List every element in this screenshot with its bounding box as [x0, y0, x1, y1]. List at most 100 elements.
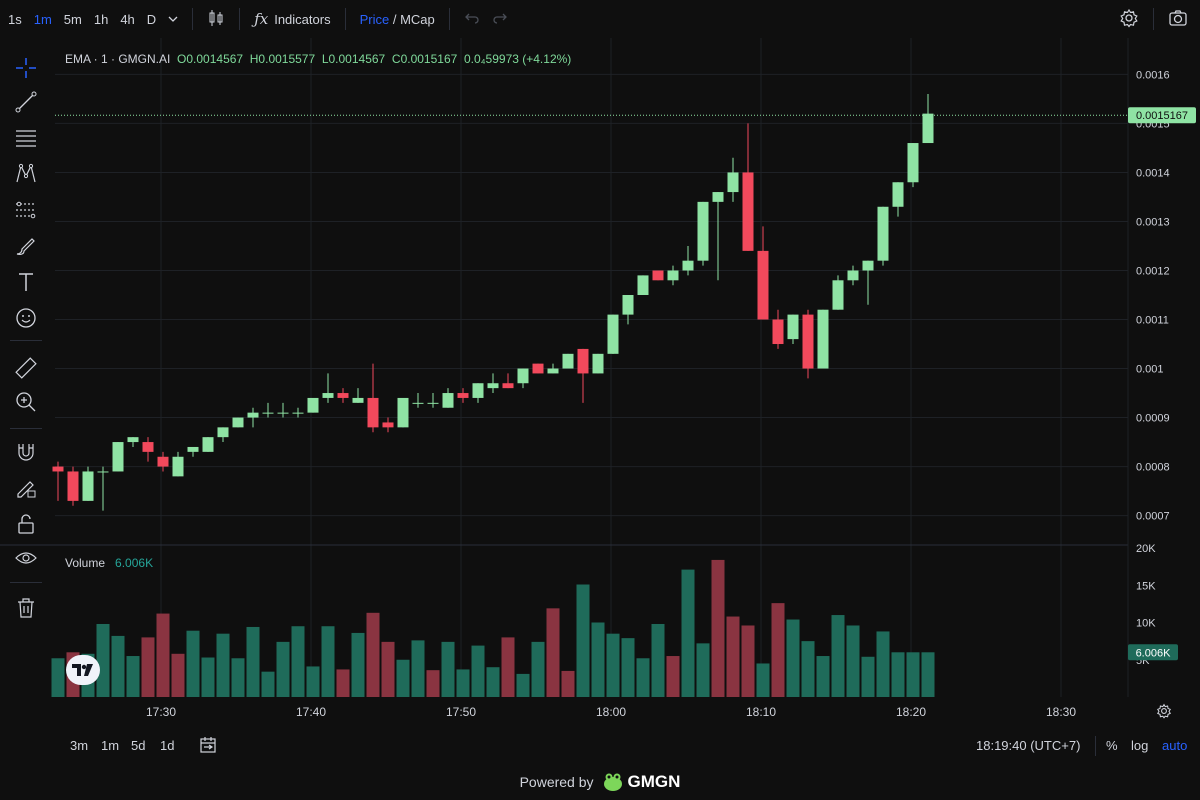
ruler-icon[interactable] [14, 356, 38, 380]
candle-body [217, 427, 229, 438]
candle-body [727, 172, 739, 193]
horizontal-lines-icon[interactable] [14, 126, 38, 150]
redo-icon[interactable] [486, 11, 514, 28]
price-axis-label: 0.0016 [1136, 69, 1170, 81]
log-toggle[interactable]: log [1131, 738, 1149, 753]
interval-1s[interactable]: 1s [8, 11, 22, 27]
open-value: O0.0014567 [177, 52, 244, 66]
slash: / [392, 11, 397, 27]
price-axis-label: 0.0009 [1136, 413, 1170, 425]
zoom-in-icon[interactable] [14, 390, 38, 414]
price-chart[interactable]: 0.0016 0.0015 0.0014 0.0013 0.0012 0.0011 0.00… [0, 0, 1200, 730]
time-axis-label: 18:30 [1046, 705, 1076, 719]
low-value: L0.0014567 [321, 52, 386, 66]
volume-legend: Volume 6.006K [65, 556, 153, 570]
interval-D[interactable]: D [146, 11, 157, 27]
candle-body [517, 368, 529, 384]
price-option[interactable]: Price [359, 11, 390, 27]
candle-body [397, 397, 409, 428]
price-mcap-toggle[interactable]: Price / MCap [354, 12, 441, 27]
trend-line-icon[interactable] [14, 90, 38, 114]
candle-body [337, 393, 349, 398]
time-axis-label: 17:50 [446, 705, 476, 719]
candle-body [82, 471, 94, 501]
undo-icon[interactable] [458, 11, 486, 28]
candle-body [367, 397, 379, 428]
interval-1m[interactable]: 1m [33, 11, 52, 27]
candle-body [487, 383, 499, 389]
volume-bar [516, 673, 530, 697]
range-5d[interactable]: 5d [131, 738, 146, 753]
settings-gear-icon[interactable] [1113, 8, 1145, 31]
candle-body [292, 412, 304, 414]
range-1m[interactable]: 1m [101, 738, 120, 753]
pattern-icon[interactable] [14, 162, 38, 186]
volume-bar [876, 631, 890, 697]
divider [10, 340, 42, 341]
chevron-down-icon[interactable] [162, 12, 184, 27]
time-axis-label: 18:20 [896, 705, 926, 719]
volume-bar [291, 626, 305, 697]
volume-tag-bg [1128, 644, 1178, 661]
volume-bar [51, 658, 65, 697]
volume-value: 6.006K [115, 556, 154, 570]
unlock-icon[interactable] [14, 512, 38, 536]
brush-icon[interactable] [14, 234, 38, 258]
interval-1h[interactable]: 1h [93, 11, 109, 27]
candle-body [67, 471, 79, 501]
range-3m[interactable]: 3m [70, 738, 89, 753]
volume-bar [126, 656, 140, 697]
goto-date-icon[interactable] [198, 735, 218, 755]
volume-bar [471, 645, 485, 697]
auto-toggle[interactable]: auto [1162, 738, 1188, 753]
volume-bar [501, 637, 515, 697]
volume-axis-label: 15K [1136, 580, 1156, 592]
candle-body [577, 348, 589, 374]
candle-body [247, 412, 259, 418]
volume-bar [741, 625, 755, 697]
top-toolbar: 1s 1m 5m 1h 4h D ƒx Indicators Price / M… [0, 0, 1200, 38]
volume-bar [411, 640, 425, 697]
volume-bar [591, 622, 605, 697]
volume-bar [486, 667, 500, 697]
volume-bar [726, 616, 740, 697]
volume-bar [576, 584, 590, 697]
price-axis-label: 0.0012 [1136, 265, 1170, 277]
symbol-title: EMA · 1 · GMGN.AI [65, 52, 171, 66]
text-icon[interactable] [14, 270, 38, 294]
candle-body [262, 412, 274, 414]
indicators-button[interactable]: ƒx Indicators [248, 10, 336, 28]
mcap-option[interactable]: MCap [400, 11, 435, 27]
percent-toggle[interactable]: % [1106, 738, 1118, 753]
clock[interactable]: 18:19:40 (UTC+7) [976, 738, 1081, 753]
last-price-tag: 0.0015167 [1136, 110, 1188, 122]
fib-icon[interactable] [14, 198, 38, 222]
range-1d[interactable]: 1d [160, 738, 175, 753]
footer: Powered by GMGN [0, 768, 1200, 796]
change-value: 0.0₄59973 (+4.12%) [463, 52, 572, 66]
volume-bar [156, 613, 170, 697]
eye-icon[interactable] [14, 546, 38, 570]
volume-bar [621, 638, 635, 697]
candle-body [712, 192, 724, 202]
candle-body [877, 206, 889, 261]
interval-4h[interactable]: 4h [120, 11, 135, 27]
candle-body [922, 113, 934, 144]
volume-bar [651, 623, 665, 697]
trash-icon[interactable] [14, 596, 38, 620]
lock-drawing-icon[interactable] [14, 476, 38, 500]
price-axis-label: 0.0011 [1136, 315, 1169, 327]
indicators-label: Indicators [274, 11, 331, 27]
axis-settings-icon[interactable] [1156, 703, 1172, 719]
camera-icon[interactable] [1162, 9, 1194, 30]
crosshair-icon[interactable] [14, 56, 38, 80]
interval-5m[interactable]: 5m [63, 11, 82, 27]
candle-body [382, 422, 394, 428]
volume-bar [366, 612, 380, 697]
candle-body [772, 319, 784, 345]
candle-type-icon[interactable] [201, 9, 231, 30]
tradingview-logo[interactable] [66, 655, 100, 685]
emoji-icon[interactable] [14, 306, 38, 330]
magnet-icon[interactable] [14, 440, 38, 464]
candle-body [697, 201, 709, 261]
